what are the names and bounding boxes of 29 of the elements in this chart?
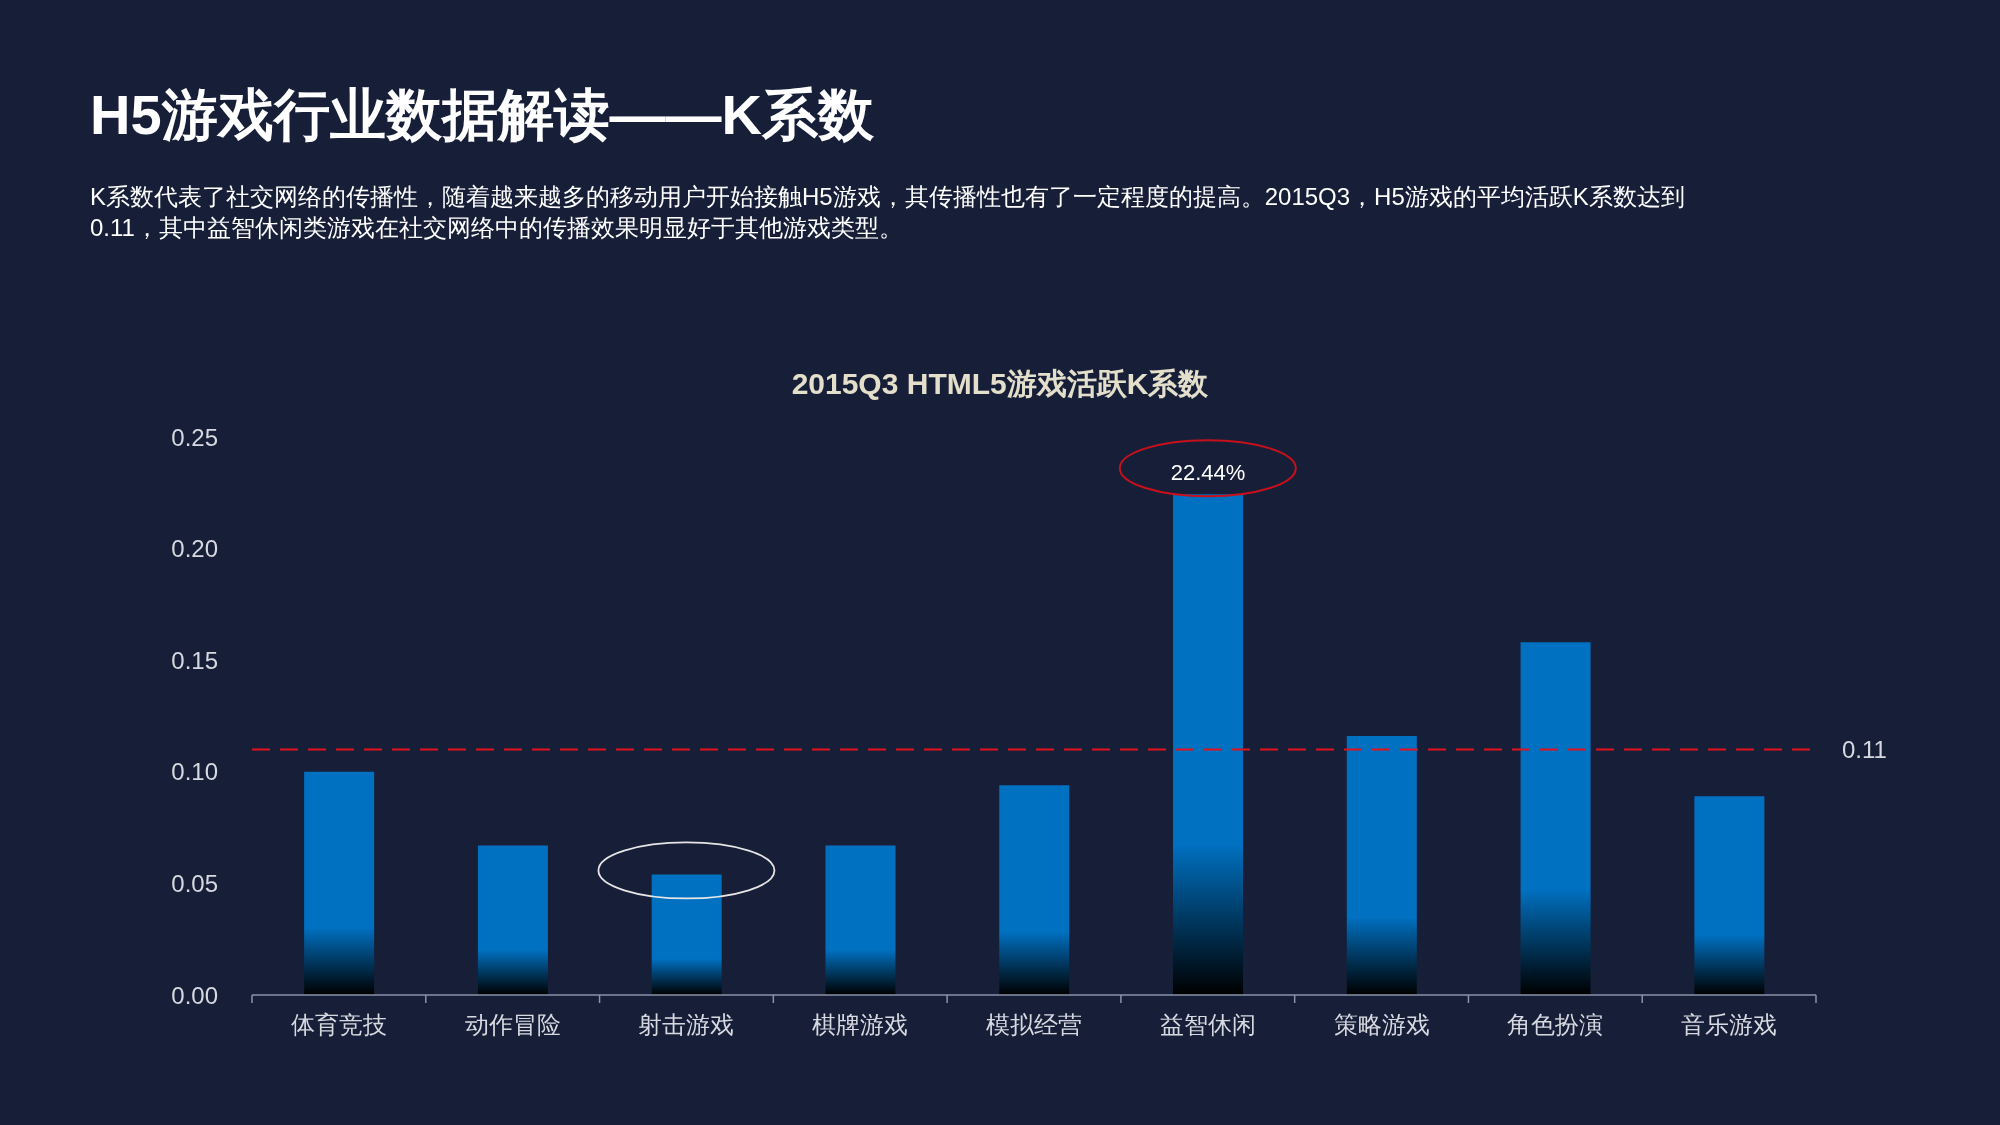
y-tick-label: 0.00 — [171, 981, 218, 1009]
x-tick-label: 益智休闲 — [1159, 1011, 1256, 1038]
ref-line-label: 0.11 — [1842, 736, 1887, 763]
bar — [1694, 796, 1765, 995]
x-tick-label: 模拟经营 — [986, 1011, 1082, 1038]
x-tick-label: 射击游戏 — [638, 1011, 735, 1038]
x-tick-label: 动作冒险 — [464, 1011, 561, 1038]
bar — [304, 771, 375, 995]
bar — [1520, 642, 1591, 995]
data-label: 22.44% — [1170, 460, 1246, 486]
y-tick-label: 0.05 — [171, 869, 218, 897]
x-tick-label: 策略游戏 — [1333, 1011, 1430, 1038]
chart-subtitle: K系数代表了社交网络的传播性，随着越来越多的移动用户开始接触H5游戏，其传播性也有了一定程度的提高。2015Q3，H5游戏的平均活跃K系数达到0.11，其中益智休闲类游戏在社交网络中的传播效果明显好于其他游戏类型。 — [90, 182, 1686, 243]
bar — [825, 845, 896, 995]
bar — [477, 845, 548, 995]
chart-title: H5游戏行业数据解读——K系数 — [90, 82, 875, 148]
text: 2015Q3 HTML5游戏活跃K系数 — [791, 366, 1209, 402]
bar — [999, 785, 1070, 995]
x-tick-label: 棋牌游戏 — [812, 1011, 909, 1038]
x-tick-label: 音乐游戏 — [1681, 1011, 1778, 1038]
y-tick-label: 0.20 — [171, 535, 218, 563]
x-tick-label: 角色扮演 — [1507, 1011, 1604, 1038]
y-tick-label: 0.15 — [171, 646, 218, 674]
bar — [651, 874, 722, 995]
y-tick-label: 0.10 — [171, 758, 218, 786]
bar — [1346, 736, 1417, 995]
x-tick-label: 体育竞技 — [290, 1011, 387, 1038]
bar — [1173, 494, 1244, 995]
y-tick-label: 0.25 — [171, 423, 218, 451]
